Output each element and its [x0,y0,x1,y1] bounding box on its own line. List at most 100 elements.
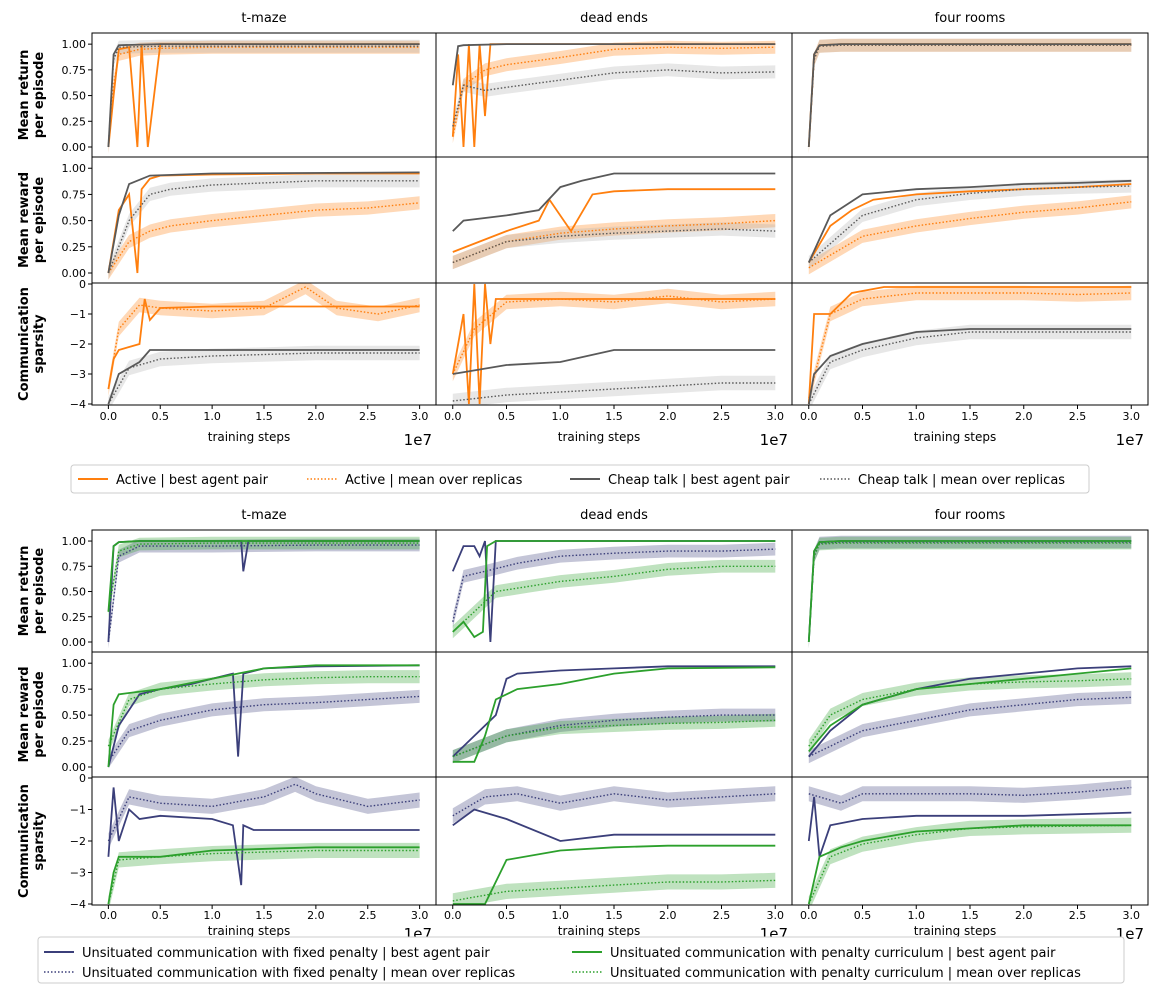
line-active_mean [107,286,420,390]
x-tick-label: 3.0 [767,410,785,423]
panel-bottom-1-1 [435,651,793,778]
line-fixed_best [807,540,1132,643]
line-cheap_best [807,328,1132,405]
x-tick-label: 2.5 [359,410,377,423]
band-curr_mean [108,536,420,619]
line-active_mean [107,202,420,274]
y-tick-label: 0 [79,278,86,291]
x-tick-label: 0.5 [854,410,872,423]
line-cheap_best [451,43,776,86]
x-tick-label: 2.5 [1069,410,1087,423]
line-cheap_mean [452,69,776,127]
y-tick-label: 0.50 [62,709,87,722]
x-tick-label: 2.0 [1015,410,1033,423]
line-curr_best [107,846,420,905]
band-curr_mean [452,713,776,764]
plot-area [451,40,776,148]
line-fixed_mean [107,544,420,643]
line-curr_best [807,540,1132,643]
plot-area [107,664,420,769]
panel-bottom-0-1 [435,529,793,653]
plot-area [107,171,420,280]
y-tick-label: 0.00 [62,141,87,154]
y-tick-label: 0.00 [62,267,87,280]
line-fixed_best [807,796,1132,858]
legend-label: Unsituated communication with fixed pena… [82,946,490,961]
panel-bottom-1-2 [791,651,1149,778]
band-cheap_mean [808,324,1132,405]
panel-top-0-0: 0.00 0.25 0.50 0.75 1.00 Mean returnper episo… [17,32,437,158]
line-active_mean [452,219,776,264]
x-tick-label: 1.0 [203,909,221,922]
line-cheap_best [452,172,776,232]
band-cheap_mean [452,63,776,133]
plot-area [807,535,1132,649]
y-tick-label: 0.75 [62,188,87,201]
row-label-line: Mean return [17,546,32,637]
band-active_mean [452,40,776,144]
line-cheap_mean [808,44,1132,148]
row-label: Mean returnper episode [17,546,47,637]
panel-top-1-0: 0.00 0.25 0.50 0.75 1.00 Mean rewardper episo… [17,156,437,284]
row-label-line: per episode [32,52,47,139]
y-tick-label: −2 [70,835,86,848]
band-fixed_mean [808,535,1132,649]
band-curr_mean [108,842,420,905]
plot-area [808,665,1132,764]
x-tick-label: 2.0 [307,410,325,423]
x-tick-label: 0.5 [498,410,516,423]
x-tick-label: 3.0 [1123,410,1141,423]
plot-area [107,39,420,154]
column-title: t-maze [241,508,286,523]
legend-label: Unsituated communication with penalty cu… [610,946,1056,961]
column-title: dead ends [580,508,648,523]
line-curr_mean [452,565,776,633]
y-tick-label: 1.00 [62,162,87,175]
line-fixed_mean [808,541,1132,643]
plot-area [807,779,1132,905]
line-fixed_best [107,540,420,643]
line-curr_best [107,540,420,612]
x-tick-label: 1.5 [605,909,623,922]
line-fixed_best [451,540,776,643]
legend-top: Active | best agent pair Active | mean ov… [70,464,1090,494]
x-tick-label: 0.5 [498,909,516,922]
x-axis-label: training steps [914,430,997,444]
y-tick-label: −2 [70,338,86,351]
column-title: t-maze [241,11,286,26]
line-curr_mean [107,676,420,747]
band-fixed_mean [452,786,776,824]
y-tick-label: −3 [70,867,86,880]
x-tick-label: 1.0 [552,909,570,922]
legend-label: Unsituated communication with penalty cu… [610,966,1081,981]
legend-label: Active | best agent pair [116,473,269,488]
line-curr_mean [808,824,1132,905]
line-active_best [451,283,776,405]
x-scale-label: 1e7 [1116,431,1144,449]
legend-label: Unsituated communication with fixed pena… [82,966,515,981]
plot-area [452,172,776,270]
x-tick-label: 0.0 [444,909,462,922]
row-label-line: per episode [32,548,47,635]
x-tick-label: 1.0 [908,410,926,423]
y-tick-label: 0.25 [62,611,87,624]
band-cheap_mean [452,375,776,405]
band-fixed_mean [108,538,420,649]
line-curr_mean [452,719,776,758]
row-label-line: per episode [32,671,47,758]
x-tick-label: 0.5 [152,410,170,423]
line-cheap_best [452,349,776,375]
line-fixed_mean [808,786,1132,804]
plot-area [107,536,420,649]
plot-area [807,179,1132,275]
y-tick-label: −4 [70,398,86,411]
line-fixed_mean [452,714,776,758]
line-active_mean [452,46,776,137]
band-active_mean [452,288,776,382]
x-tick-label: 3.0 [767,909,785,922]
line-cheap_mean [452,382,776,402]
